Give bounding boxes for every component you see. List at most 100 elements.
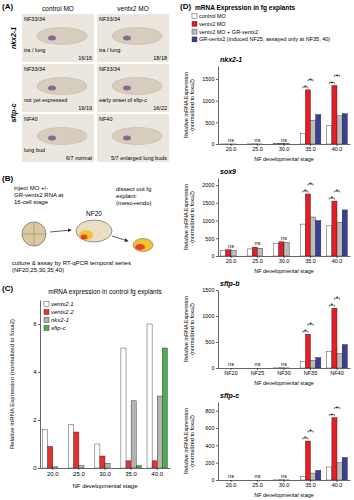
bar — [252, 247, 257, 256]
bar — [157, 396, 162, 468]
significance-label: * — [304, 84, 307, 91]
embryo — [37, 28, 87, 45]
text-line: inject MO +/- — [14, 185, 48, 191]
bar — [257, 368, 262, 369]
foregut-mesoderm — [81, 235, 88, 240]
tick-mark — [216, 238, 218, 239]
bar — [327, 351, 332, 368]
tick-mark — [38, 420, 40, 421]
panel-label: (A) — [2, 2, 13, 11]
x-tick: NF40 — [330, 368, 343, 376]
significance-label: * — [336, 188, 339, 195]
tick-label: 25.0 — [252, 146, 263, 152]
tick-mark — [216, 463, 218, 464]
tick-label: 0 — [33, 465, 37, 471]
text-line: (meso+endo) — [116, 200, 152, 206]
tick-label: 20.0 — [47, 471, 59, 477]
bar — [79, 466, 84, 468]
bar — [337, 116, 342, 144]
bar — [257, 480, 262, 481]
text-line: Relative mRNA Expression — [183, 296, 189, 362]
y-tick: 0 — [211, 477, 218, 483]
legend-swatch — [44, 310, 49, 315]
y-tick: 1500 — [202, 287, 218, 293]
y-tick: 200 — [205, 460, 218, 466]
axis-line — [218, 67, 219, 145]
tick-label: 30.0 — [279, 482, 290, 488]
tick-mark — [38, 324, 40, 325]
bar — [95, 444, 100, 468]
tick-label: 1500 — [202, 200, 214, 206]
y-axis: 050010001500 — [202, 287, 218, 371]
axis-line — [219, 144, 351, 145]
y-tick: 500 — [205, 339, 218, 345]
stain — [48, 86, 56, 91]
y-axis-title: Relative mRNA Expression(normalized to f… — [183, 408, 195, 474]
chart: 050010001500200020.025.030.035.040.0sox9… — [183, 168, 351, 274]
significance-label: * — [331, 195, 334, 202]
significance-label: ns — [255, 240, 261, 246]
embryo-count: 16/22 — [153, 105, 167, 111]
bar — [279, 367, 284, 368]
explant — [133, 239, 153, 252]
arrow — [112, 236, 128, 241]
x-tick: 35.0 — [125, 468, 137, 477]
image-note: tra / lung — [99, 47, 120, 53]
y-tick: 4 — [33, 369, 40, 375]
tick-label: 1500 — [202, 287, 214, 293]
image-panel — [22, 14, 94, 62]
x-tick: 35.0 — [305, 256, 316, 264]
x-tick: NF35 — [304, 368, 317, 376]
bar — [252, 480, 257, 481]
tick-label: 0 — [211, 141, 214, 147]
bar — [136, 466, 141, 468]
tick-label: 2000 — [202, 182, 214, 188]
significance-label: ns — [255, 361, 261, 367]
bar — [126, 461, 131, 468]
stage-label: NF33/34 — [99, 16, 120, 22]
tick-label: 0 — [211, 365, 214, 371]
image-panel — [97, 14, 169, 62]
significance-label: ns — [228, 137, 234, 143]
x-axis: 20.025.030.035.040.0 — [41, 468, 171, 477]
bar — [231, 143, 236, 144]
x-tick: 20.0 — [47, 468, 59, 477]
tick-mark — [216, 122, 218, 123]
significance-label: ns — [255, 137, 261, 143]
stain — [48, 136, 56, 141]
bar — [316, 358, 321, 368]
text-line: Relative mRNA Expression — [183, 184, 189, 250]
explant-mesoderm — [135, 244, 145, 250]
y-tick: 1500 — [202, 76, 218, 82]
y-axis-title: Relative mRNA Expression(normalized to f… — [183, 184, 195, 250]
stage-label: NF33/34 — [24, 66, 45, 72]
chart-title: sftp-c — [220, 392, 239, 400]
tick-label: 30.0 — [279, 146, 290, 152]
x-tick: 25.0 — [252, 144, 263, 152]
tick-mark — [52, 468, 53, 470]
axis-line — [41, 468, 171, 469]
y-axis-title: Relative mRNA Expression(normalized to f… — [183, 296, 195, 362]
cleavage — [22, 222, 46, 246]
tick-label: 500 — [205, 339, 214, 345]
bar — [316, 115, 321, 144]
significance-label: * — [304, 188, 307, 195]
bar — [162, 348, 167, 468]
bar — [226, 143, 231, 144]
bar — [231, 480, 236, 481]
bar — [337, 353, 342, 368]
bar — [221, 251, 226, 256]
chart-title: nkx2-1 — [220, 56, 242, 63]
text-line: culture & assay by RT-qPCR temporal seri… — [12, 260, 131, 266]
y-tick: 2 — [33, 417, 40, 423]
bar — [300, 133, 305, 144]
bar — [53, 467, 58, 468]
bar — [274, 367, 279, 368]
gene-label: sftp-c — [10, 103, 18, 122]
stain — [123, 136, 131, 141]
bar — [279, 143, 284, 144]
y-tick: 1500 — [202, 200, 218, 206]
y-tick: 500 — [205, 236, 218, 242]
tick-label: 500 — [205, 120, 214, 126]
x-tick: NF25 — [251, 368, 264, 376]
